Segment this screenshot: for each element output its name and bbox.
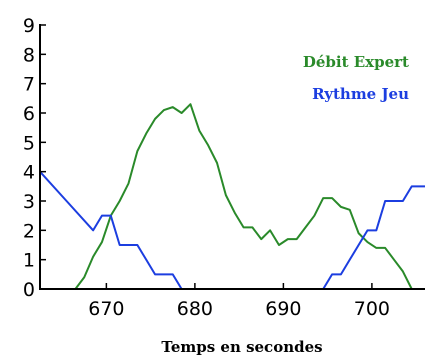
x-tick-label: 700 bbox=[354, 298, 390, 320]
y-tick-label: 5 bbox=[23, 132, 35, 154]
x-tick-label: 690 bbox=[265, 298, 301, 320]
y-tick-label: 3 bbox=[23, 191, 35, 213]
legend-entry-0: Débit Expert bbox=[303, 53, 409, 71]
y-tick-label: 2 bbox=[23, 220, 35, 242]
x-tick-label: 670 bbox=[88, 298, 124, 320]
x-tick-label: 680 bbox=[177, 298, 213, 320]
series-line-1 bbox=[39, 170, 425, 290]
ticks-layer: 0 1 2 3 4 5 6 7 8 9 670 680 690 700 bbox=[23, 15, 390, 320]
legend: Débit Expert Rythme Jeu bbox=[303, 53, 409, 103]
x-axis-label: Temps en secondes bbox=[161, 338, 322, 355]
y-tick-label: 4 bbox=[23, 162, 35, 184]
legend-entry-1: Rythme Jeu bbox=[312, 85, 409, 103]
y-tick-label: 6 bbox=[23, 103, 35, 125]
y-tick-label: 7 bbox=[23, 74, 35, 96]
y-tick-label: 9 bbox=[23, 15, 35, 37]
y-tick-label: 8 bbox=[23, 44, 35, 66]
series-line-0 bbox=[74, 103, 413, 290]
y-tick-label: 0 bbox=[23, 279, 35, 301]
axes-layer bbox=[39, 24, 425, 290]
series-layer bbox=[39, 103, 425, 290]
y-tick-label: 1 bbox=[23, 250, 35, 272]
